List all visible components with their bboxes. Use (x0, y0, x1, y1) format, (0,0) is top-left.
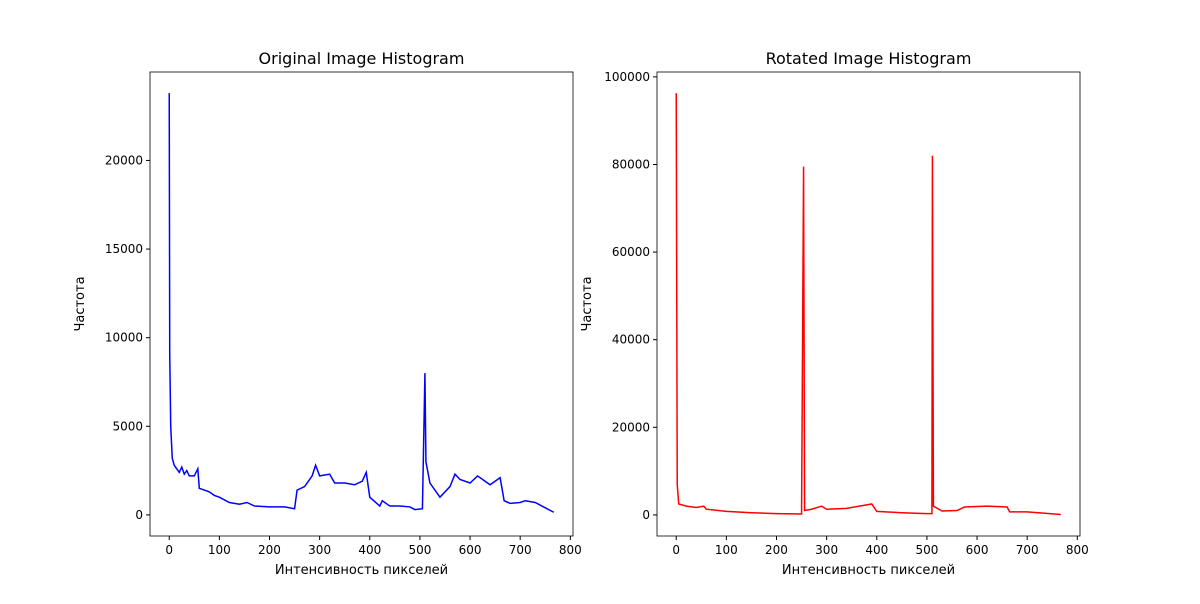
x-tick-label: 200 (765, 543, 788, 557)
y-tick-label: 15000 (105, 242, 143, 256)
y-tick-label: 20000 (105, 153, 143, 167)
chart-title: Original Image Histogram (259, 49, 465, 68)
y-tick-label: 5000 (112, 419, 143, 433)
x-tick-label: 600 (459, 543, 482, 557)
x-axis-label: Интенсивность пикселей (782, 563, 955, 578)
x-tick-label: 100 (715, 543, 738, 557)
x-tick-label: 100 (208, 543, 231, 557)
x-tick-label: 500 (915, 543, 938, 557)
x-tick-label: 300 (815, 543, 838, 557)
y-tick-label: 0 (642, 508, 650, 522)
y-tick-label: 0 (135, 508, 143, 522)
y-tick-label: 20000 (612, 420, 650, 434)
x-tick-label: 400 (358, 543, 381, 557)
x-tick-label: 0 (672, 543, 680, 557)
y-tick-label: 80000 (612, 157, 650, 171)
y-tick-label: 100000 (604, 70, 650, 84)
y-axis-label: Частота (73, 276, 88, 331)
axes-frame (149, 71, 574, 537)
x-tick-label: 300 (308, 543, 331, 557)
x-tick-label: 800 (559, 543, 582, 557)
x-tick-label: 600 (966, 543, 989, 557)
chart-title: Rotated Image Histogram (766, 49, 972, 68)
data-line (675, 93, 1061, 516)
data-line (168, 93, 555, 513)
x-axis-label: Интенсивность пикселей (275, 563, 448, 578)
x-tick-label: 400 (865, 543, 888, 557)
x-tick-label: 700 (1016, 543, 1039, 557)
x-tick-label: 500 (408, 543, 431, 557)
x-tick-label: 800 (1066, 543, 1089, 557)
y-tick-label: 60000 (612, 245, 650, 259)
y-tick-label: 10000 (105, 331, 143, 345)
x-tick-label: 200 (258, 543, 281, 557)
x-tick-label: 700 (509, 543, 532, 557)
y-tick-label: 40000 (612, 333, 650, 347)
y-axis-label: Частота (580, 276, 595, 331)
axes-frame (656, 71, 1081, 537)
x-tick-label: 0 (165, 543, 173, 557)
